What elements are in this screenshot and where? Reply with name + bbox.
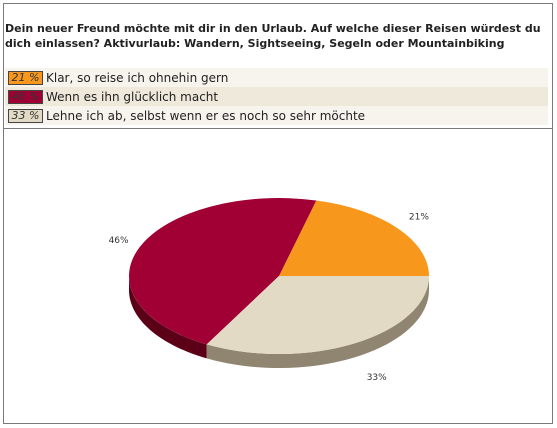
pie-slice-side-2 <box>206 276 429 368</box>
legend-label: Wenn es ihn glücklich macht <box>46 89 219 104</box>
pie-slice-0 <box>279 200 429 276</box>
separator <box>3 128 553 129</box>
legend-item-yes: 21 % Klar, so reise ich ohnehin gern <box>5 68 548 87</box>
legend-percent-box: 33 % <box>8 108 43 123</box>
legend-item-if-happy: 46 % Wenn es ihn glücklich macht <box>5 87 548 106</box>
pie-slice-2 <box>206 276 429 354</box>
pie-value-label-1: 46% <box>109 236 129 246</box>
legend-percent-box: 46 % <box>8 89 43 104</box>
legend: 21 % Klar, so reise ich ohnehin gern 46 … <box>5 68 548 125</box>
legend-item-decline: 33 % Lehne ich ab, selbst wenn er es noc… <box>5 106 548 125</box>
pie-slice-1 <box>129 198 317 345</box>
legend-label: Lehne ich ab, selbst wenn er es noch so … <box>46 108 366 123</box>
pie-value-label-2: 33% <box>367 373 387 383</box>
pie-value-label-0: 21% <box>409 213 429 223</box>
poll-question: Dein neuer Freund möchte mit dir in den … <box>5 22 541 50</box>
pie-chart: 21% 46% 33% <box>109 198 429 383</box>
pie-slice-side-1 <box>129 276 207 359</box>
legend-percent-box: 21 % <box>8 70 43 85</box>
legend-label: Klar, so reise ich ohnehin gern <box>46 70 229 85</box>
